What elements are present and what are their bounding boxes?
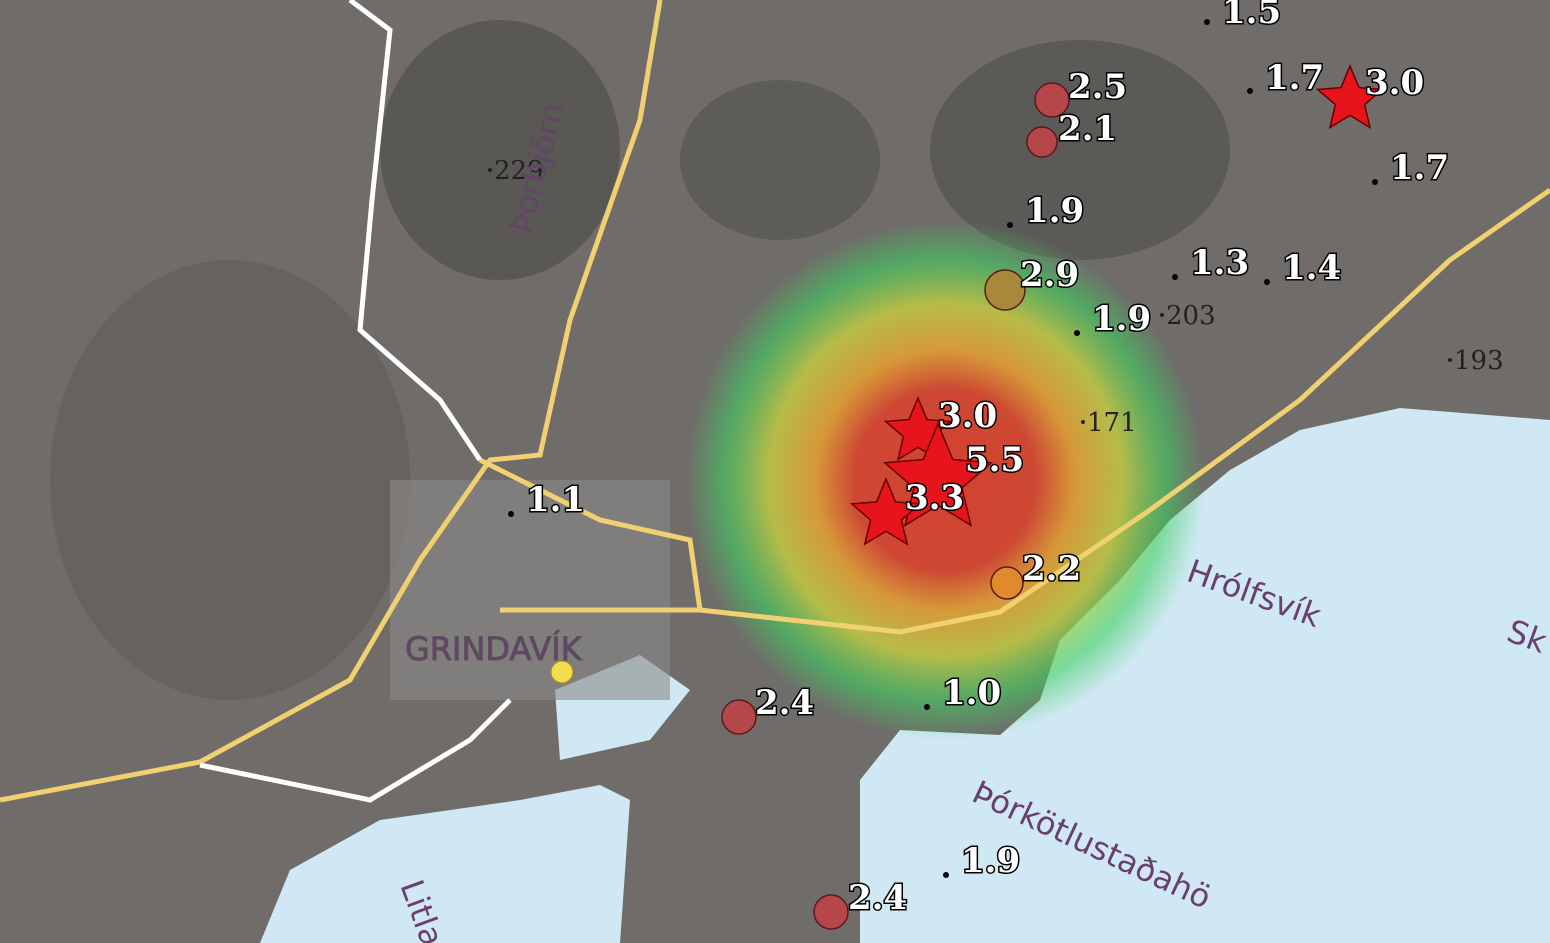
quake-circle [721,699,757,735]
quake-dot [943,872,949,878]
town-marker [550,660,574,684]
roads [0,0,1550,803]
quake-label: 1.3 [1190,243,1249,283]
quake-dot [1007,222,1013,228]
terrain [930,40,1230,260]
terrain [380,20,620,280]
road [478,457,703,611]
quake-circle [1026,126,1058,158]
quake-label: 3.0 [938,396,997,436]
quake-label: 2.4 [848,878,907,918]
elevation-label: 193 [1454,346,1504,376]
elevation-label: 203 [1166,301,1216,331]
quake-label: 1.1 [526,480,585,520]
town [390,480,670,700]
quake-label: 3.0 [1365,63,1424,103]
quake-label: 1.0 [942,673,1001,713]
elevation-dot [488,168,492,172]
quake-circle [990,566,1024,600]
quake-dot [924,704,930,710]
quake-dot [1372,179,1378,185]
road [199,698,512,803]
quake-label: 1.9 [1025,191,1084,231]
elevation-dot [1448,358,1452,362]
road [0,0,663,803]
place-label: GRINDAVÍK [405,630,583,668]
quake-label: 1.9 [1092,299,1151,339]
quake-label: 3.3 [905,478,964,518]
quake-label: 1.5 [1222,0,1281,32]
quake-dot [508,511,514,517]
sea [260,785,630,943]
quake-label: 5.5 [965,440,1024,480]
quake-label: 1.7 [1265,58,1324,98]
elevation-label: 229 [494,156,544,186]
quake-star [849,477,923,546]
elevation-label: 171 [1087,408,1137,438]
quake-label: 2.2 [1022,549,1081,589]
quake-label: 2.4 [755,683,814,723]
sea [860,408,1550,943]
quake-dot [1172,274,1178,280]
quake-dot [1204,19,1210,25]
quake-circle [1034,82,1070,118]
road [348,0,483,462]
road [500,187,1550,635]
quake-label: 1.4 [1282,248,1341,288]
quake-star [1315,64,1385,130]
quake-dot [1247,88,1253,94]
quake-label: 2.1 [1058,109,1117,149]
quake-label: 1.7 [1390,148,1449,188]
elevation-dot [1160,313,1164,317]
quake-dot [1074,330,1080,336]
quake-label: 2.5 [1068,67,1127,107]
quake-circle [984,269,1026,311]
labels: 1.51.7 3.02.52.11.71.92.9 1.3 1.41.93.05.53… [392,0,1550,943]
quake-star [882,422,994,527]
elevation-dot [1081,420,1085,424]
quake-dot [1264,279,1270,285]
quake-circle [813,894,849,930]
terrain [680,80,880,240]
terrain [50,260,410,700]
quake-label: 1.9 [961,841,1020,881]
quake-label: 2.9 [1020,255,1079,295]
